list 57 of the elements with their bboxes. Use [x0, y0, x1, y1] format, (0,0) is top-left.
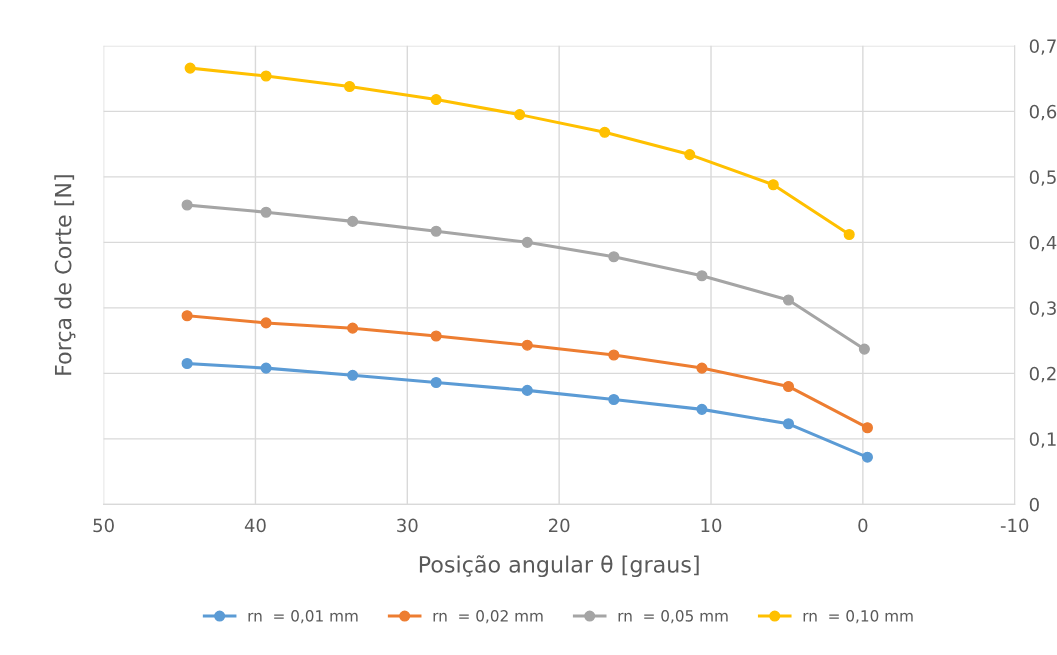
point: [608, 393, 620, 406]
x-axis-title: Posição angular θ [graus]: [419, 555, 699, 578]
point: [514, 109, 526, 121]
point: [260, 206, 272, 218]
y-tick-label: 0,4: [1029, 235, 1057, 252]
point: [430, 330, 442, 342]
y-tick-label: 0,3: [1029, 301, 1056, 317]
point: [347, 215, 359, 227]
x-tick-label: 20: [548, 518, 570, 533]
point: [260, 70, 272, 82]
point: [430, 94, 442, 106]
point: [347, 369, 359, 381]
point: [696, 403, 708, 415]
point: [782, 380, 795, 393]
point: [181, 199, 193, 211]
point: [521, 339, 533, 351]
x-tick-label: 10: [701, 518, 722, 533]
point: [861, 451, 873, 463]
point: [782, 418, 795, 430]
point: [430, 225, 442, 237]
point: [181, 357, 193, 370]
point: [521, 236, 533, 248]
y-axis-title: Força de Corte [N]: [54, 175, 76, 375]
point: [858, 343, 870, 355]
point: [782, 294, 795, 306]
point: [608, 251, 620, 263]
y-tick-label: 0,6: [1029, 104, 1057, 121]
y-tick-label: 0,1: [1029, 432, 1056, 448]
point: [843, 228, 855, 241]
point: [430, 376, 442, 389]
point: [521, 384, 533, 396]
x-tick-label: -10: [1000, 518, 1029, 533]
x-tick-label: 30: [397, 518, 418, 533]
point: [696, 362, 708, 374]
point: [861, 422, 873, 434]
legend-label: rn = 0,05 mm: [618, 610, 728, 624]
y-tick-label: 0,5: [1029, 170, 1056, 186]
x-tick-label: 0: [858, 518, 868, 533]
y-tick-label: 0,2: [1029, 366, 1056, 383]
y-tick-label: 0,7: [1029, 39, 1056, 55]
point: [260, 362, 272, 374]
x-tick-label: 40: [244, 518, 266, 533]
point: [684, 149, 696, 161]
point: [608, 349, 620, 361]
legend-label: rn = 0,01 mm: [248, 610, 358, 624]
point: [696, 270, 708, 282]
point: [599, 126, 611, 138]
y-tick-label: 0: [1029, 497, 1039, 512]
legend-label: rn = 0,02 mm: [433, 610, 543, 624]
legend-label: rn = 0,10 mm: [803, 610, 913, 624]
point: [260, 317, 272, 329]
point: [344, 80, 356, 93]
point: [767, 179, 779, 191]
point: [181, 310, 193, 322]
x-tick-label: 50: [93, 518, 114, 533]
point: [347, 322, 359, 334]
point: [184, 62, 196, 74]
